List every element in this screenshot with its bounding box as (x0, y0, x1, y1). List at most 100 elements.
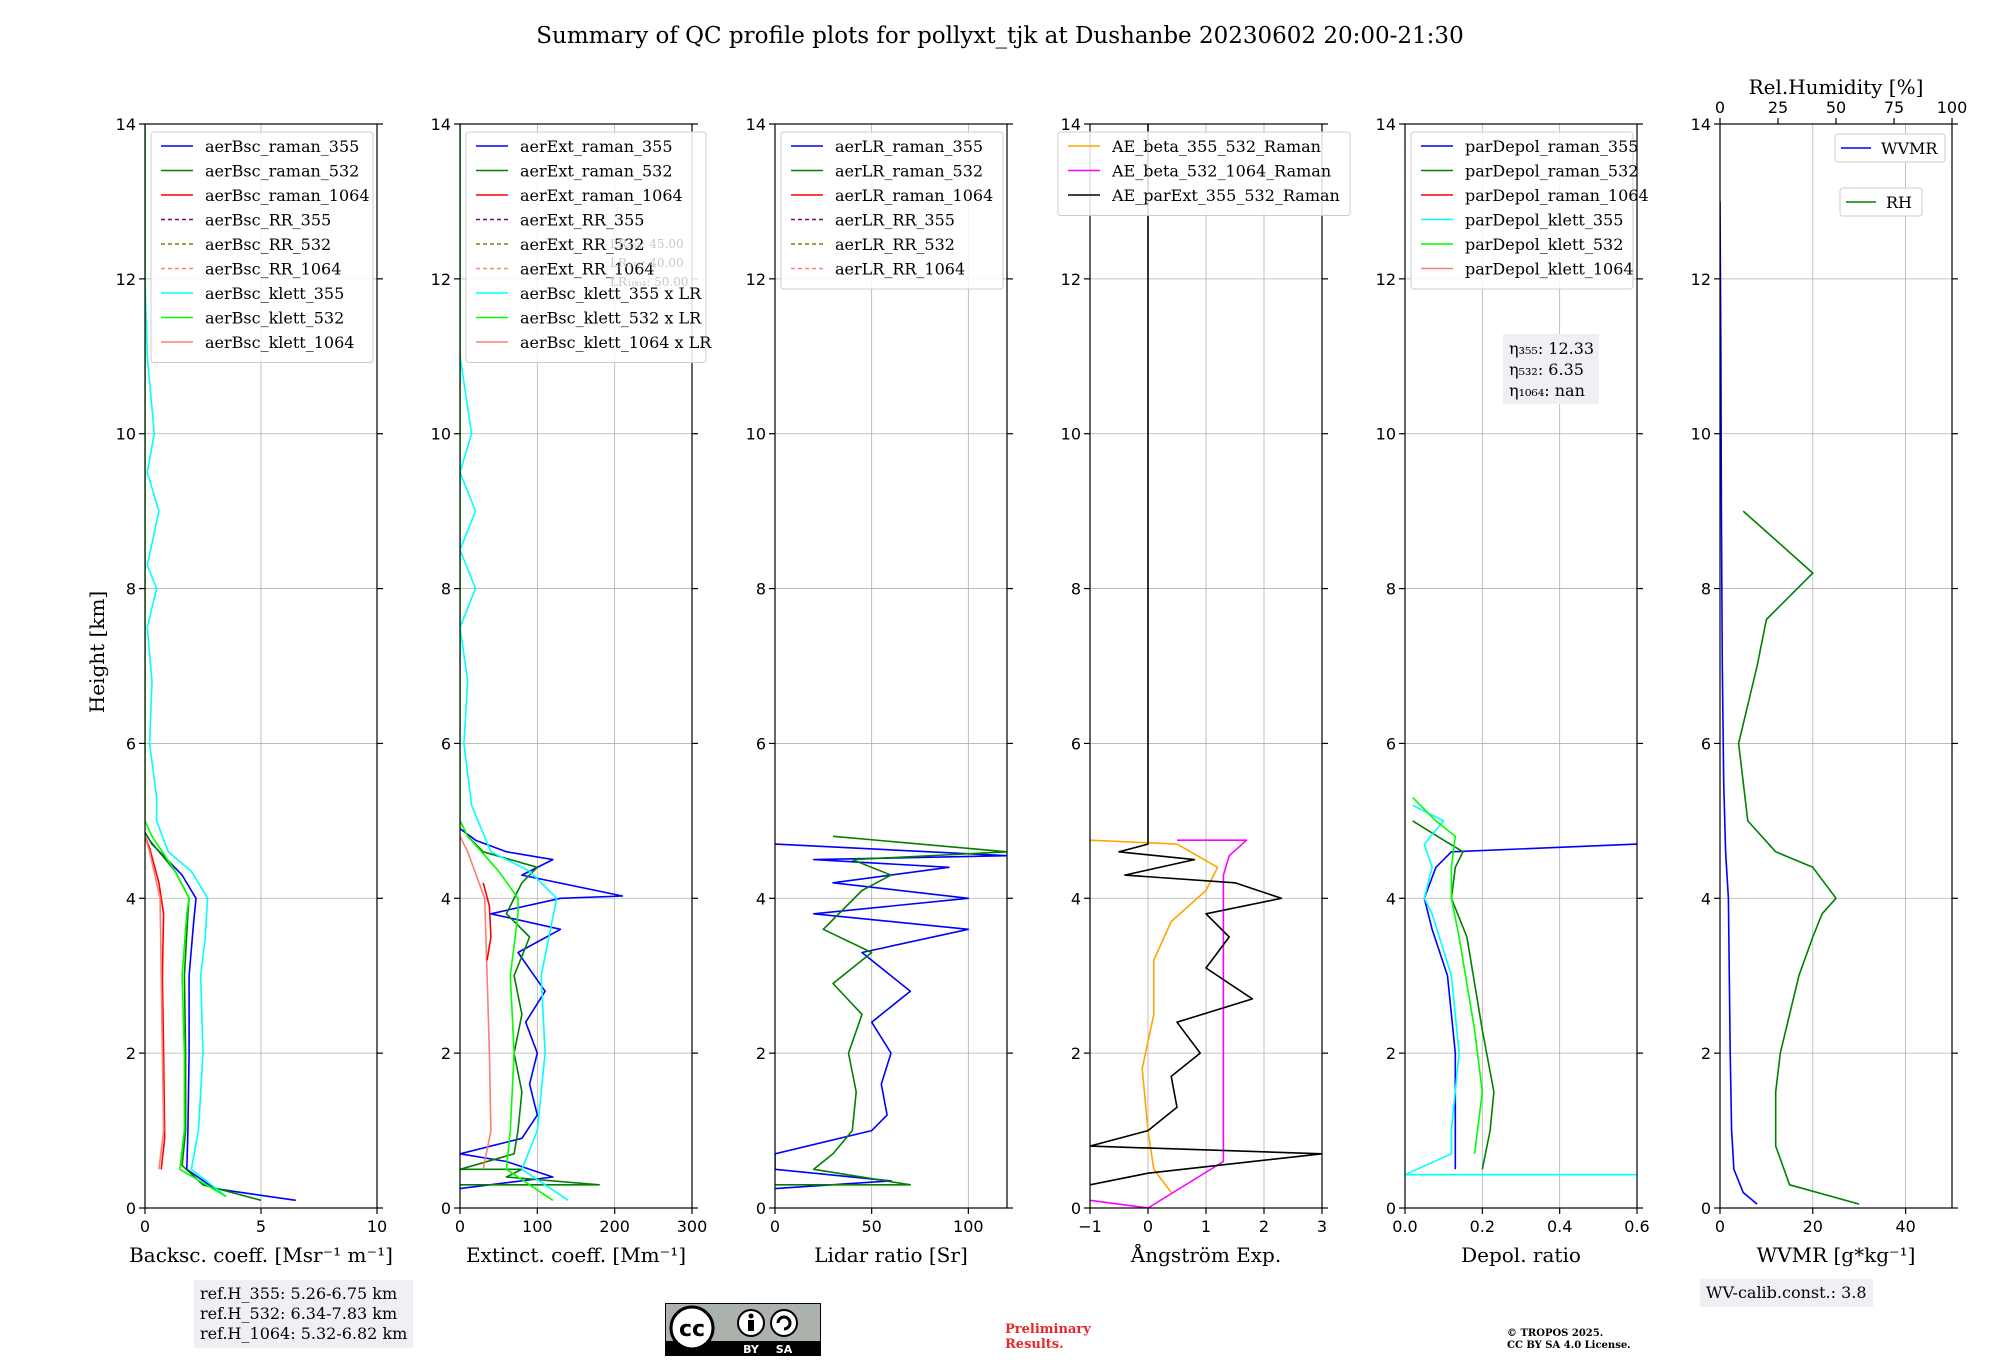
legend-label-1: AE_beta_532_1064_Raman (1111, 162, 1331, 181)
y-tick-label: 2 (756, 1044, 766, 1063)
cc-sa-label: SA (776, 1343, 793, 1356)
y-tick-label: 14 (746, 115, 766, 134)
legend-label-1: aerLR_raman_532 (835, 162, 983, 181)
x-tick-label: 3 (1317, 1217, 1327, 1236)
x-tick-label: 100 (522, 1217, 553, 1236)
series-line-aerBsc_klett_532 (145, 124, 227, 1198)
series-line-RH (1737, 510, 1860, 1205)
legend-label-5: aerBsc_RR_1064 (205, 260, 341, 279)
y-tick-label: 10 (746, 425, 766, 444)
y-tick-label: 4 (756, 889, 766, 908)
y-tick-label: 6 (756, 734, 766, 753)
top-tick-label: 75 (1884, 98, 1904, 117)
y-tick-label: 2 (1071, 1044, 1081, 1063)
y-tick-label: 4 (1071, 889, 1081, 908)
preliminary-line-2: Results. (1005, 1337, 1064, 1352)
y-tick-label: 14 (116, 115, 136, 134)
series-line-aerBsc_klett_1064 x LR (460, 835, 492, 1170)
eta-label: η₅₃₂: 6.35 (1509, 360, 1584, 379)
y-axis-label: Height [km] (85, 591, 109, 713)
y-tick-label: 12 (1691, 270, 1711, 289)
series-line-aerBsc_klett_355 (145, 124, 227, 1198)
y-tick-label: 2 (441, 1044, 451, 1063)
x-axis-label: Extinct. coeff. [Mm⁻¹] (466, 1243, 686, 1267)
svg-text:cc: cc (679, 1317, 705, 1342)
series-group (1090, 124, 1322, 1208)
axes-frame (459, 123, 693, 1209)
y-tick-label: 12 (746, 270, 766, 289)
legend-label-1: aerBsc_raman_532 (205, 162, 359, 181)
axes-frame (774, 123, 1008, 1209)
copyright-line-2: CC BY SA 4.0 License. (1507, 1340, 1631, 1351)
x-axis-label: Backsc. coeff. [Msr⁻¹ m⁻¹] (129, 1243, 393, 1267)
legend-box (465, 131, 707, 363)
x-tick-label: 0.0 (1392, 1217, 1417, 1236)
y-tick-label: 6 (1386, 734, 1396, 753)
chart-panel-5: 0.0 0.2 0.4 0.6 0 2 4 6 8 10 12 14 Depol. ratio parDe… (1376, 115, 1650, 1267)
series-line-aerLR_raman_355 (775, 843, 1007, 1190)
legend-box (1410, 131, 1634, 290)
top-tick-label: 25 (1768, 98, 1788, 117)
legend-label-8: aerBsc_klett_1064 x LR (520, 333, 712, 352)
legend-label-6: aerBsc_klett_355 x LR (520, 284, 702, 303)
copyright-note: © TROPOS 2025. CC BY SA 4.0 License. (1507, 1328, 1631, 1352)
y-tick-label: 6 (1071, 734, 1081, 753)
series-group (775, 835, 1007, 1190)
legend-label-0: aerBsc_raman_355 (205, 137, 359, 156)
y-tick-label: 10 (1376, 425, 1396, 444)
copyright-line-1: © TROPOS 2025. (1507, 1328, 1604, 1339)
series-group (1405, 797, 1637, 1176)
legend-label-7: aerBsc_klett_532 x LR (520, 309, 702, 328)
y-tick-label: 2 (126, 1044, 136, 1063)
series-line-aerBsc_klett_355 x LR (460, 124, 569, 1201)
eta-label: η₁₀₆₄: nan (1509, 381, 1585, 400)
x-tick-label: 0.2 (1470, 1217, 1495, 1236)
x-axis-label: Ångström Exp. (1130, 1242, 1281, 1267)
series-group (460, 124, 624, 1201)
legend-label-7: aerBsc_klett_532 (205, 309, 344, 328)
legend-label-2: parDepol_raman_1064 (1465, 186, 1649, 205)
cc-by-label: BY (743, 1343, 760, 1356)
y-tick-label: 0 (126, 1199, 136, 1218)
legend-label-2: AE_parExt_355_532_Raman (1111, 186, 1340, 205)
legend-label-0: aerLR_raman_355 (835, 137, 983, 156)
y-tick-label: 6 (1701, 734, 1711, 753)
axes-frame (1719, 123, 1953, 1209)
series-line-aerLR_raman_532 (775, 835, 1007, 1186)
legend-label-4: aerLR_RR_532 (835, 235, 955, 254)
legend-box (1057, 131, 1351, 216)
y-tick-label: 14 (431, 115, 451, 134)
x-tick-label: 300 (677, 1217, 708, 1236)
series-line-aerBsc_klett_1064 (145, 836, 165, 1170)
legend: AE_beta_355_532_Raman AE_beta_532_1064_Ra… (1057, 131, 1351, 216)
legend: aerExt_raman_355 aerExt_raman_532 aerExt_r… (465, 131, 712, 363)
legend-label-2: aerBsc_raman_1064 (205, 186, 370, 205)
lidar-ratio-note: LR₅₃₂: 40.00 (610, 256, 684, 270)
legend-label-4: aerExt_RR_532 (520, 235, 644, 254)
series-line-parDepol_klett_355 (1405, 804, 1637, 1176)
ref-height-355: ref.H_355: 5.26-6.75 km (200, 1284, 398, 1303)
legend-box (1839, 187, 1923, 217)
lidar-ratio-note: LR₃₅₅: 45.00 (610, 237, 684, 251)
y-tick-label: 10 (1691, 425, 1711, 444)
legend-label-3: parDepol_klett_355 (1465, 211, 1623, 230)
y-tick-label: 10 (116, 425, 136, 444)
y-tick-label: 4 (1701, 889, 1711, 908)
x-tick-label: −1 (1078, 1217, 1102, 1236)
series-line-aerExt_raman_355 (460, 827, 624, 1190)
legend-label-5: aerExt_RR_1064 (520, 260, 655, 279)
legend: aerBsc_raman_355 aerBsc_raman_532 aerBsc_r… (150, 131, 374, 363)
series-group (1720, 201, 1860, 1205)
y-tick-label: 12 (116, 270, 136, 289)
y-tick-label: 14 (1691, 115, 1711, 134)
preliminary-note: Preliminary Results. (1005, 1322, 1091, 1352)
x-tick-label: 20 (1803, 1217, 1823, 1236)
top-tick-label: 100 (1937, 98, 1968, 117)
legend-label-3: aerExt_RR_355 (520, 211, 644, 230)
y-tick-label: 12 (1061, 270, 1081, 289)
y-tick-label: 6 (126, 734, 136, 753)
legend-label-4: parDepol_klett_532 (1465, 235, 1623, 254)
x-axis-label: Depol. ratio (1461, 1243, 1581, 1267)
